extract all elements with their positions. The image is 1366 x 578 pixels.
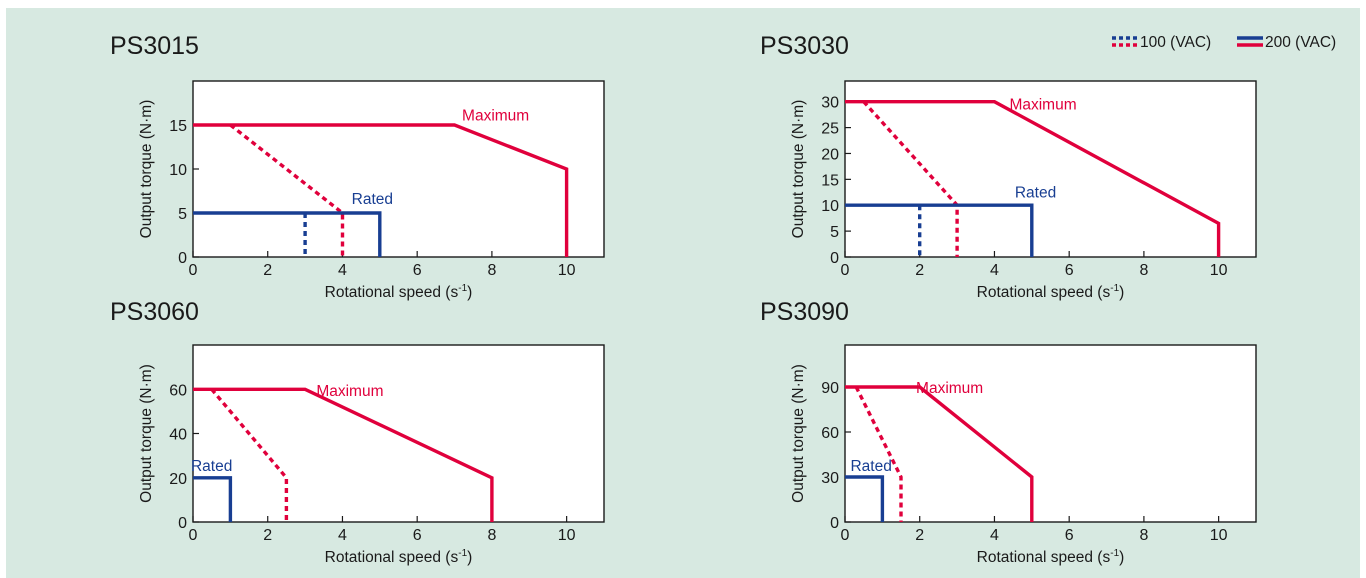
dashed-maximum-curve bbox=[854, 386, 903, 522]
annotation-maximum: Maximum bbox=[316, 383, 383, 400]
y-axis-label: Output torque (N·m) bbox=[790, 364, 807, 503]
solid-rated-curve bbox=[193, 211, 382, 257]
solid-maximum-curve bbox=[193, 387, 494, 522]
x-tick-label: 6 bbox=[413, 262, 422, 279]
y-tick-label: 10 bbox=[821, 198, 839, 215]
x-tick-label: 10 bbox=[1210, 262, 1228, 279]
legend-dashed-label: 100 (VAC) bbox=[1140, 34, 1211, 51]
x-tick-label: 0 bbox=[841, 527, 850, 544]
y-axis-label: Output torque (N·m) bbox=[790, 100, 807, 239]
annotation-rated: Rated bbox=[352, 191, 393, 208]
y-tick-label: 20 bbox=[169, 471, 187, 488]
y-tick-label: 0 bbox=[830, 515, 839, 532]
solid-maximum-curve bbox=[845, 385, 1034, 522]
y-tick-label: 15 bbox=[169, 118, 187, 135]
chart-ps3090: PS3090 0 2 4 6 8 10 0 30 60 90 Rotational speed (s-… bbox=[760, 298, 1257, 566]
x-tick-label: 0 bbox=[189, 262, 198, 279]
y-tick-label: 30 bbox=[821, 95, 839, 112]
x-tick-label: 8 bbox=[1139, 262, 1148, 279]
x-tick-label: 4 bbox=[990, 527, 999, 544]
y-tick-label: 5 bbox=[830, 224, 839, 241]
x-axis-label: Rotational speed (s-1) bbox=[325, 283, 473, 301]
y-tick-label: 15 bbox=[821, 172, 839, 189]
x-axis-label: Rotational speed (s-1) bbox=[977, 548, 1125, 566]
y-tick-label: 20 bbox=[821, 146, 839, 163]
x-tick-label: 10 bbox=[1210, 527, 1228, 544]
y-tick-label: 40 bbox=[169, 427, 187, 444]
y-tick-label: 5 bbox=[178, 206, 187, 223]
annotation-rated: Rated bbox=[850, 458, 891, 475]
solid-rated-curve bbox=[845, 475, 885, 522]
x-tick-label: 4 bbox=[338, 527, 347, 544]
y-tick-label: 0 bbox=[178, 250, 187, 267]
chart-title: PS3015 bbox=[110, 32, 199, 60]
y-tick-label: 10 bbox=[169, 162, 187, 179]
annotation-rated: Rated bbox=[1015, 184, 1056, 201]
annotation-rated: Rated bbox=[191, 458, 232, 475]
solid-maximum-curve bbox=[193, 123, 569, 257]
solid-rated-curve bbox=[193, 476, 233, 522]
annotation-maximum: Maximum bbox=[462, 108, 529, 125]
y-tick-label: 0 bbox=[178, 515, 187, 532]
y-tick-label: 90 bbox=[821, 380, 839, 397]
x-tick-label: 10 bbox=[558, 527, 576, 544]
chart-title: PS3030 bbox=[760, 32, 849, 60]
plot-area bbox=[192, 80, 605, 258]
y-tick-label: 60 bbox=[821, 425, 839, 442]
annotation-maximum: Maximum bbox=[1009, 96, 1076, 113]
x-tick-label: 2 bbox=[915, 527, 924, 544]
solid-maximum-curve bbox=[845, 99, 1221, 257]
x-tick-label: 4 bbox=[338, 262, 347, 279]
x-tick-label: 6 bbox=[1065, 527, 1074, 544]
plot-area bbox=[844, 80, 1257, 258]
chart-ps3030: PS3030 0 2 4 6 8 10 0 5 10 15 20 25 30 Rotational spee… bbox=[760, 32, 1257, 301]
dashed-maximum-curve bbox=[229, 123, 345, 257]
x-tick-label: 6 bbox=[1065, 262, 1074, 279]
x-tick-label: 8 bbox=[1139, 527, 1148, 544]
y-axis-label: Output torque (N·m) bbox=[138, 100, 155, 239]
solid-rated-curve bbox=[845, 203, 1034, 257]
x-tick-label: 0 bbox=[841, 262, 850, 279]
chart-title: PS3060 bbox=[110, 298, 199, 326]
chart-ps3060: PS3060 0 2 4 6 8 10 0 20 40 60 Rotational speed (s-… bbox=[110, 298, 605, 566]
y-tick-label: 30 bbox=[821, 470, 839, 487]
annotation-maximum: Maximum bbox=[916, 380, 983, 397]
x-tick-label: 6 bbox=[413, 527, 422, 544]
x-tick-label: 2 bbox=[263, 262, 272, 279]
x-axis-label: Rotational speed (s-1) bbox=[977, 283, 1125, 301]
y-axis-label: Output torque (N·m) bbox=[138, 364, 155, 503]
x-tick-label: 8 bbox=[487, 262, 496, 279]
x-tick-label: 10 bbox=[558, 262, 576, 279]
y-tick-label: 0 bbox=[830, 250, 839, 267]
dashed-maximum-curve bbox=[210, 388, 289, 522]
chart-title: PS3090 bbox=[760, 298, 849, 326]
legend: 100 (VAC) 200 (VAC) bbox=[1112, 34, 1336, 51]
chart-ps3015: PS3015 0 2 4 6 8 10 0 5 10 15 Rotational speed (s-1… bbox=[110, 32, 605, 301]
x-tick-label: 8 bbox=[487, 527, 496, 544]
legend-solid-label: 200 (VAC) bbox=[1265, 34, 1336, 51]
y-tick-label: 25 bbox=[821, 121, 839, 138]
x-tick-label: 2 bbox=[915, 262, 924, 279]
x-tick-label: 0 bbox=[189, 527, 198, 544]
plot-area bbox=[844, 344, 1257, 523]
x-axis-label: Rotational speed (s-1) bbox=[325, 548, 473, 566]
y-tick-label: 60 bbox=[169, 382, 187, 399]
x-tick-label: 4 bbox=[990, 262, 999, 279]
x-tick-label: 2 bbox=[263, 527, 272, 544]
